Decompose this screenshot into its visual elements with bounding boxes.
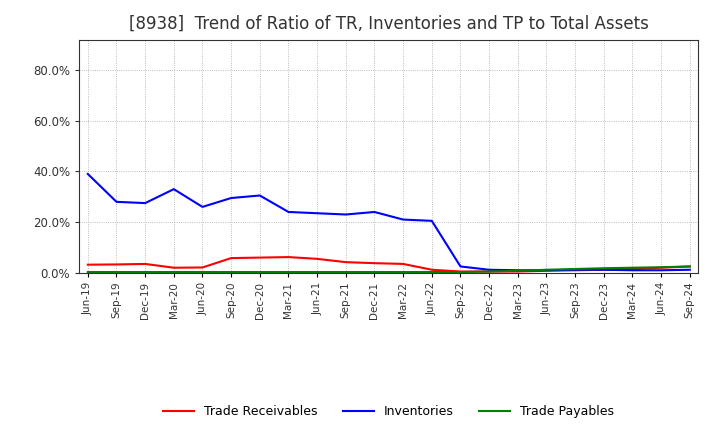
Inventories bbox=[657, 268, 665, 273]
Trade Payables bbox=[312, 269, 321, 275]
Trade Payables bbox=[169, 269, 178, 275]
Trade Payables bbox=[112, 269, 121, 275]
Trade Payables bbox=[399, 269, 408, 275]
Inventories bbox=[600, 267, 608, 272]
Inventories bbox=[341, 212, 350, 217]
Trade Payables bbox=[600, 266, 608, 271]
Trade Receivables bbox=[84, 262, 92, 268]
Trade Payables bbox=[284, 269, 293, 275]
Inventories bbox=[542, 268, 551, 273]
Trade Receivables bbox=[542, 268, 551, 273]
Trade Payables bbox=[198, 269, 207, 275]
Trade Payables bbox=[341, 269, 350, 275]
Inventories bbox=[628, 268, 636, 273]
Trade Receivables bbox=[685, 264, 694, 269]
Inventories bbox=[227, 195, 235, 201]
Trade Receivables bbox=[628, 266, 636, 271]
Inventories bbox=[456, 264, 465, 269]
Trade Payables bbox=[428, 269, 436, 275]
Trade Receivables bbox=[399, 261, 408, 267]
Trade Payables bbox=[657, 264, 665, 270]
Trade Payables bbox=[542, 267, 551, 272]
Trade Payables bbox=[513, 268, 522, 273]
Trade Receivables bbox=[571, 268, 580, 273]
Trade Payables bbox=[227, 269, 235, 275]
Trade Receivables bbox=[141, 261, 150, 267]
Trade Receivables bbox=[284, 254, 293, 260]
Trade Payables bbox=[685, 264, 694, 269]
Trade Receivables bbox=[657, 265, 665, 270]
Inventories bbox=[141, 201, 150, 206]
Trade Receivables bbox=[227, 256, 235, 261]
Inventories bbox=[571, 267, 580, 272]
Inventories bbox=[485, 267, 493, 272]
Trade Payables bbox=[485, 269, 493, 274]
Inventories bbox=[284, 209, 293, 215]
Inventories bbox=[428, 218, 436, 224]
Trade Receivables bbox=[169, 265, 178, 270]
Inventories bbox=[84, 171, 92, 176]
Trade Receivables bbox=[370, 260, 379, 266]
Inventories bbox=[169, 187, 178, 192]
Trade Receivables bbox=[428, 267, 436, 272]
Line: Inventories: Inventories bbox=[88, 174, 690, 270]
Line: Trade Receivables: Trade Receivables bbox=[88, 257, 690, 271]
Trade Payables bbox=[256, 269, 264, 275]
Trade Payables bbox=[571, 266, 580, 271]
Trade Receivables bbox=[256, 255, 264, 260]
Trade Payables bbox=[84, 269, 92, 275]
Trade Payables bbox=[370, 269, 379, 275]
Trade Receivables bbox=[312, 256, 321, 261]
Trade Receivables bbox=[112, 262, 121, 267]
Inventories bbox=[112, 199, 121, 205]
Trade Receivables bbox=[456, 269, 465, 274]
Line: Trade Payables: Trade Payables bbox=[88, 267, 690, 272]
Trade Payables bbox=[628, 265, 636, 270]
Trade Receivables bbox=[198, 265, 207, 270]
Inventories bbox=[399, 217, 408, 222]
Trade Receivables bbox=[341, 260, 350, 265]
Inventories bbox=[312, 211, 321, 216]
Title: [8938]  Trend of Ratio of TR, Inventories and TP to Total Assets: [8938] Trend of Ratio of TR, Inventories… bbox=[129, 15, 649, 33]
Trade Payables bbox=[456, 269, 465, 275]
Inventories bbox=[685, 267, 694, 272]
Trade Receivables bbox=[485, 269, 493, 274]
Inventories bbox=[513, 268, 522, 273]
Trade Receivables bbox=[513, 269, 522, 274]
Trade Payables bbox=[141, 269, 150, 275]
Legend: Trade Receivables, Inventories, Trade Payables: Trade Receivables, Inventories, Trade Pa… bbox=[158, 400, 619, 423]
Trade Receivables bbox=[600, 267, 608, 272]
Inventories bbox=[256, 193, 264, 198]
Inventories bbox=[198, 204, 207, 209]
Inventories bbox=[370, 209, 379, 215]
